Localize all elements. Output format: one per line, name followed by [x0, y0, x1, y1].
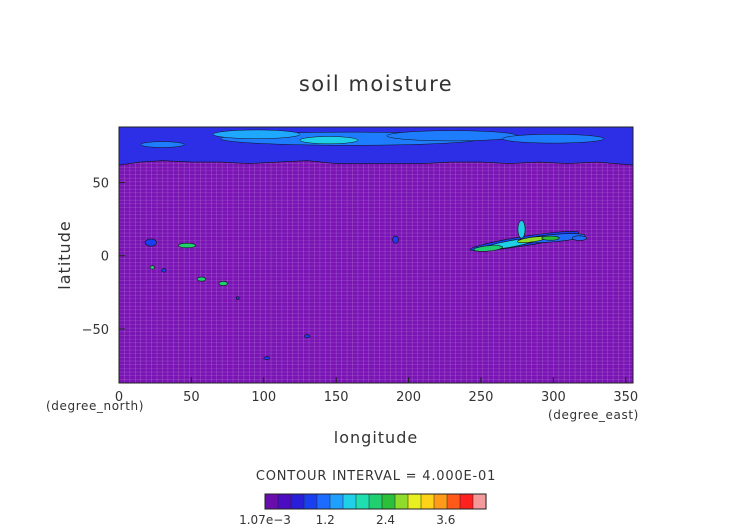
x-tick-label: 100: [251, 390, 276, 405]
colorbar-swatch: [381, 493, 396, 510]
colorbar-swatch: [316, 493, 331, 510]
colorbar-label: 1.07e−3: [239, 513, 291, 527]
y-axis: −50 0 50: [82, 177, 125, 338]
contour-blob: [473, 245, 503, 252]
colorbar-frame: [264, 493, 487, 510]
colorbar-label: 1.2: [316, 513, 335, 527]
colorbar-swatch: [290, 493, 305, 510]
colorbar-swatch: [355, 493, 370, 510]
colorbar-swatch: [446, 493, 461, 510]
x-tick-label: 300: [541, 390, 566, 405]
contour-blob: [161, 268, 167, 273]
north-moisture-patch: [299, 136, 359, 145]
x-tick-label: 150: [324, 390, 349, 405]
colorbar-swatch: [459, 493, 474, 510]
colorbar-swatch: [368, 493, 383, 510]
x-tick-label: 350: [613, 390, 638, 405]
colorbar-swatch: [264, 493, 279, 510]
high-latitude-patches: [140, 129, 605, 148]
colorbar-swatch: [303, 493, 318, 510]
colorbar-swatch: [342, 493, 357, 510]
north-moisture-patch: [502, 134, 605, 144]
chart-title: soil moisture: [299, 72, 453, 96]
plot-area: [119, 127, 633, 383]
contour-blob: [571, 235, 587, 241]
x-axis: 0 50 100 150 200 250 300 350: [115, 377, 638, 405]
colorbar: [264, 493, 487, 510]
contour-blob: [541, 235, 560, 241]
x-unit-label: (degree_east): [548, 408, 639, 422]
colorbar-swatch: [433, 493, 448, 510]
x-tick-label: 50: [183, 390, 200, 405]
y-axis-title: latitude: [55, 220, 74, 289]
contour-blob: [149, 265, 155, 270]
colorbar-swatch: [329, 493, 344, 510]
north-moisture-patch: [212, 129, 301, 139]
x-tick-label: 200: [396, 390, 421, 405]
colorbar-labels: 1.07e−3 1.2 2.4 3.6: [239, 513, 455, 527]
x-tick-label: 250: [469, 390, 494, 405]
contour-blob: [218, 281, 228, 286]
colorbar-swatch: [420, 493, 435, 510]
north-moisture-patch: [140, 141, 185, 148]
contour-blob: [178, 242, 197, 249]
colorbar-swatch: [394, 493, 409, 510]
colorbar-label: 3.6: [436, 513, 455, 527]
colorbar-label: 2.4: [376, 513, 395, 527]
y-tick-label: 50: [92, 177, 109, 192]
y-tick-label: −50: [82, 323, 109, 338]
colorbar-swatch: [407, 493, 422, 510]
x-axis-title: longitude: [334, 428, 418, 447]
y-tick-label: 0: [101, 250, 109, 265]
contour-blob: [517, 220, 526, 239]
colorbar-swatch: [277, 493, 292, 510]
contour-blob: [263, 356, 270, 360]
contour-blob: [196, 276, 207, 282]
background-field: [119, 127, 633, 383]
contour-blob: [304, 334, 311, 338]
contour-blob: [235, 296, 240, 300]
contour-blob: [144, 238, 157, 247]
colorbar-swatch: [472, 493, 487, 510]
contour-interval-text: CONTOUR INTERVAL = 4.000E-01: [256, 469, 496, 484]
y-unit-label: (degree_north): [46, 399, 144, 413]
north-moisture-patch: [386, 130, 518, 142]
x-tick-label: 0: [115, 390, 123, 405]
contour-blob: [392, 235, 399, 244]
plot-frame: [118, 126, 634, 384]
contour-blobs: [144, 220, 587, 360]
